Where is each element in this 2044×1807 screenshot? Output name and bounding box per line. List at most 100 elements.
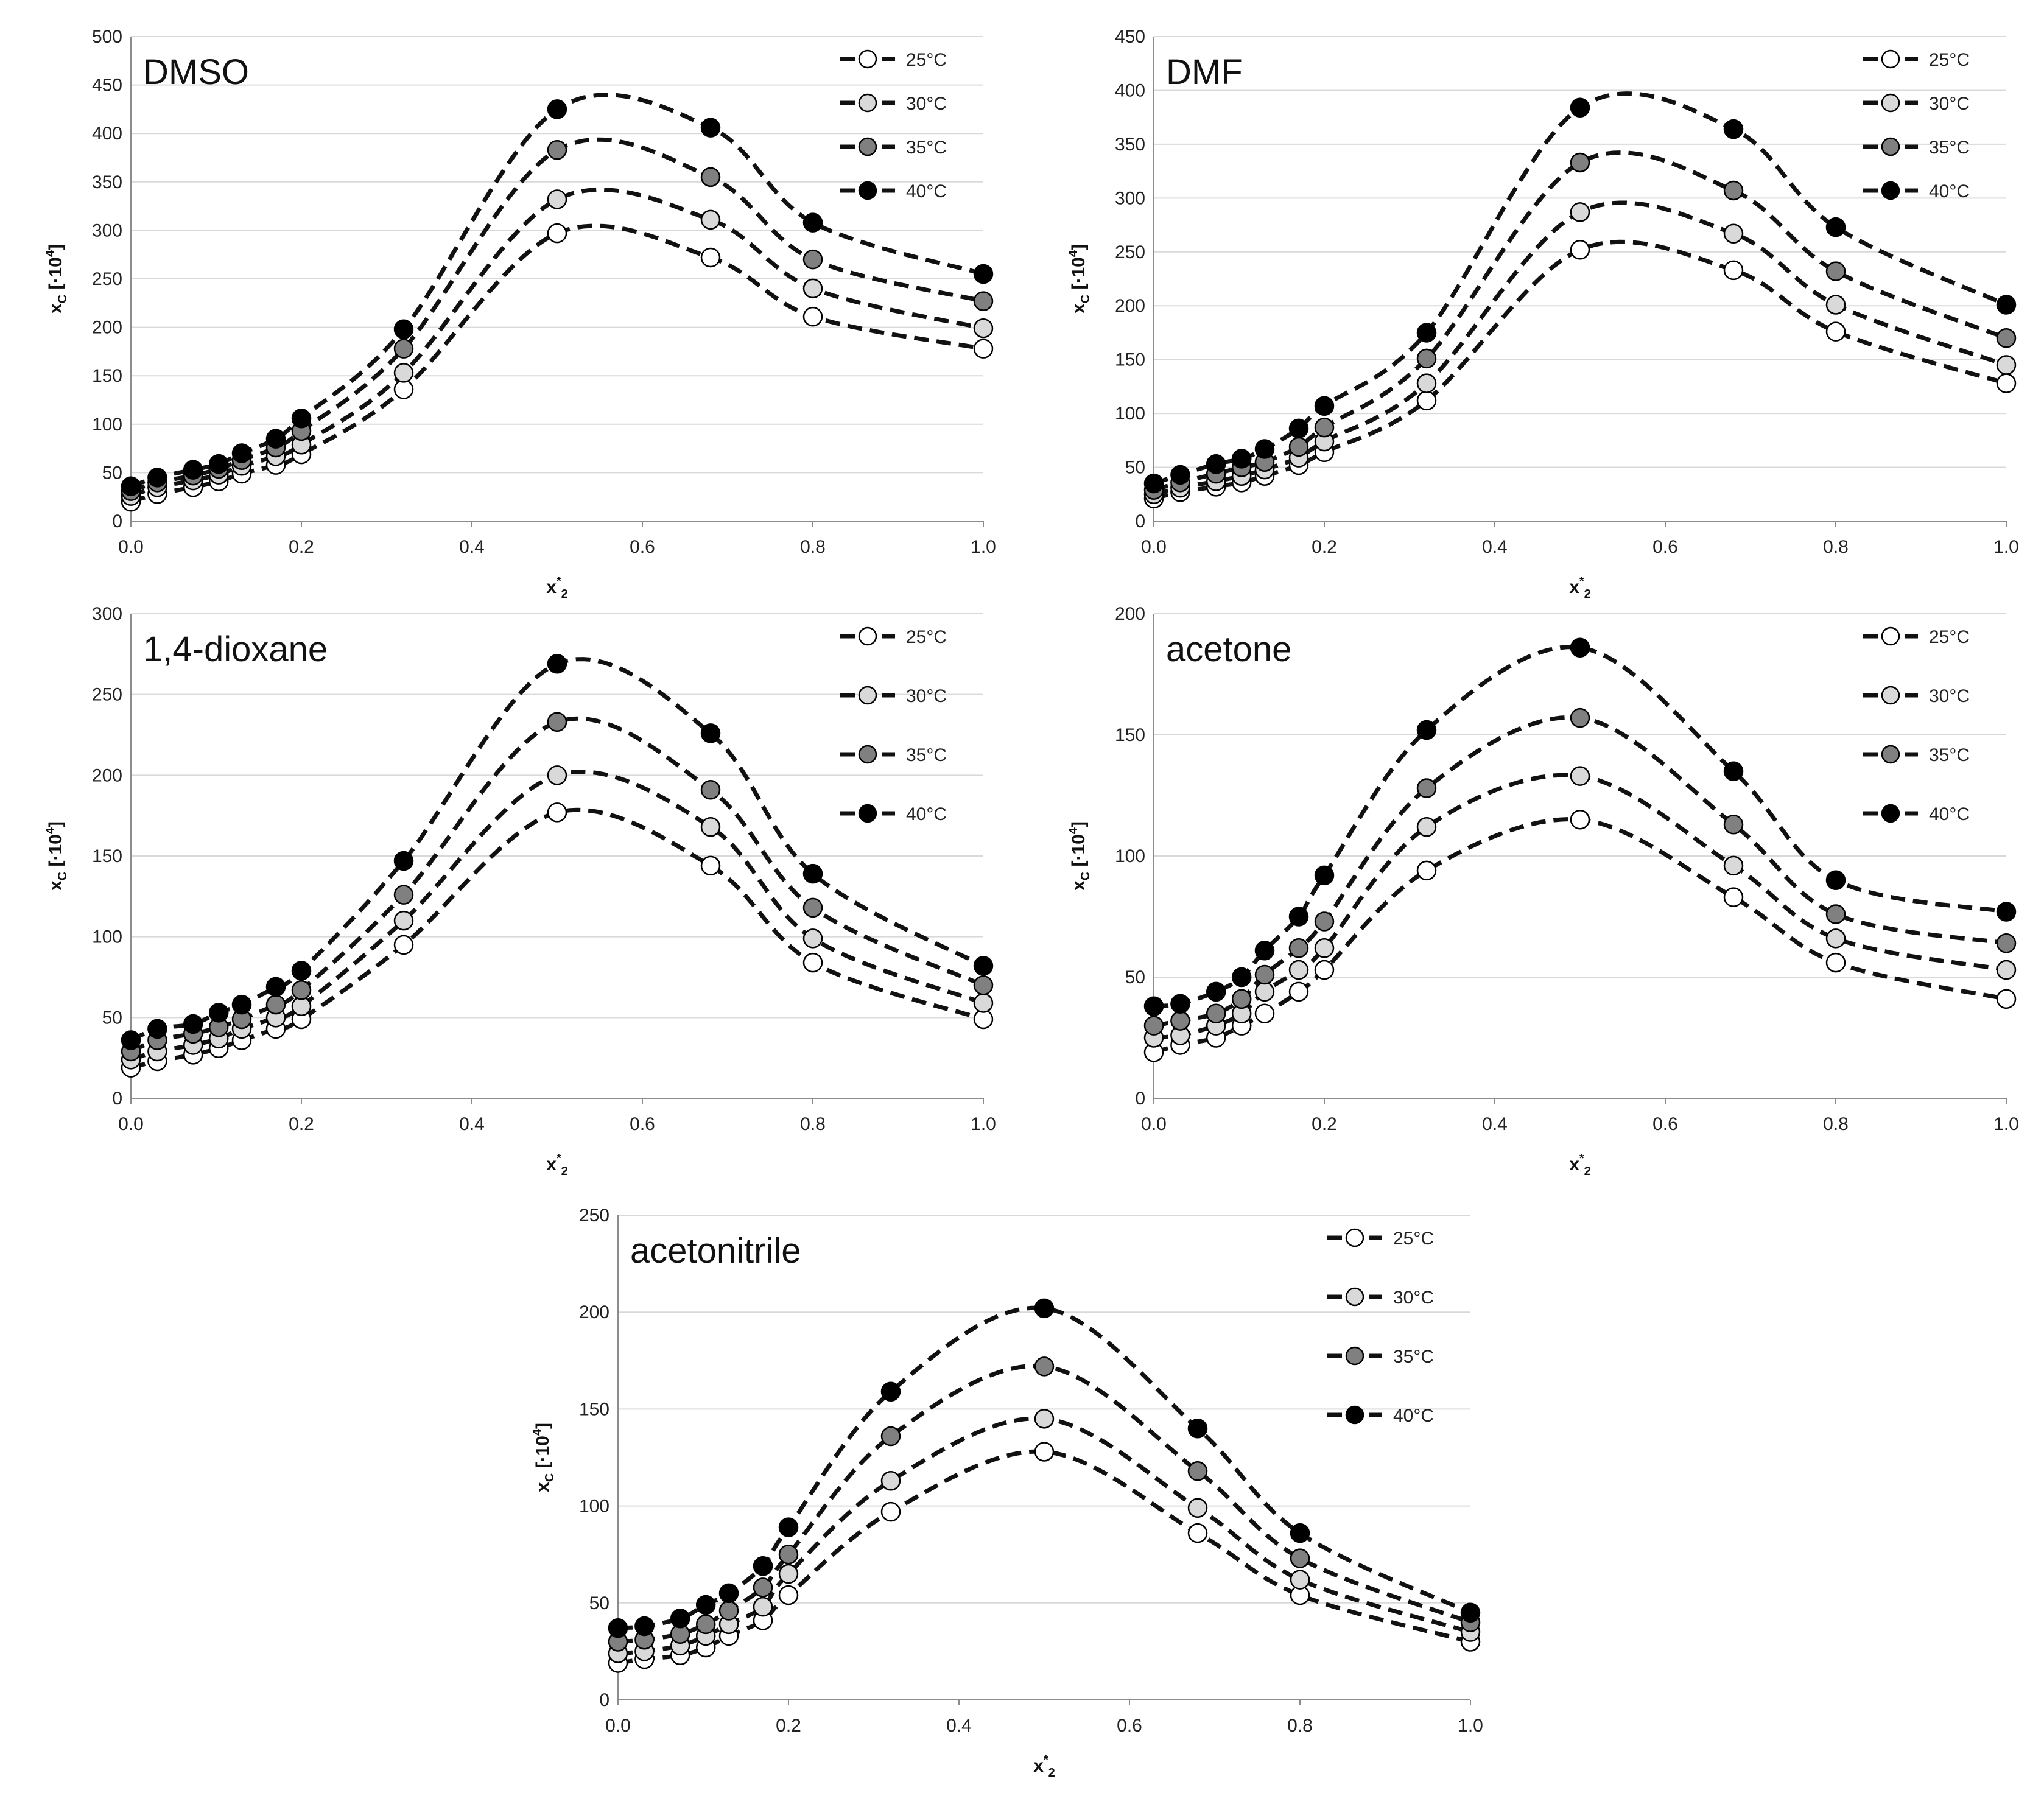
- data-point: [183, 1014, 203, 1034]
- data-point: [1996, 373, 2017, 393]
- data-point: [718, 1601, 739, 1621]
- data-point: [1187, 1461, 1208, 1481]
- y-tick-label: 100: [92, 927, 122, 947]
- chart-panel-2: 0 50 100 150 200 250 300 350 400 450 0.0 0.2 0.4 0.6 0…: [1067, 27, 2019, 601]
- data-point: [208, 454, 229, 474]
- legend-label: 30°C: [1929, 94, 1970, 114]
- data-point: [802, 306, 823, 327]
- legend-marker: [858, 686, 877, 705]
- data-point: [1314, 911, 1335, 932]
- data-point: [1143, 996, 1164, 1017]
- data-point: [1254, 981, 1275, 1002]
- x-axis-label: x*2: [546, 575, 568, 601]
- data-point: [121, 476, 141, 496]
- legend-label: 25°C: [1393, 1229, 1434, 1249]
- panel-title: 1,4-dioxane: [143, 630, 328, 669]
- data-point: [1034, 1356, 1055, 1377]
- legend-marker: [1881, 93, 1900, 113]
- x-tick-label: 0.6: [1652, 537, 1678, 557]
- legend-item: 35°C: [1327, 1346, 1434, 1367]
- data-point: [1825, 904, 1846, 924]
- data-point: [1416, 323, 1437, 343]
- data-point: [1314, 938, 1335, 958]
- x-tick-label: 0.4: [459, 1114, 485, 1134]
- legend-marker: [858, 137, 877, 156]
- legend-item: 40°C: [1327, 1405, 1434, 1426]
- legend-label: 30°C: [906, 94, 947, 114]
- legend-item: 30°C: [1863, 93, 1970, 114]
- y-tick-label: 200: [579, 1302, 609, 1322]
- x-axis-label: x*2: [1569, 575, 1591, 601]
- data-point: [1170, 1011, 1190, 1031]
- x-tick-label: 1.0: [971, 1114, 996, 1134]
- data-point: [973, 975, 994, 995]
- legend-item: 30°C: [1327, 1287, 1434, 1308]
- data-point: [700, 247, 721, 268]
- data-point: [265, 994, 286, 1015]
- data-point: [718, 1583, 739, 1604]
- data-point: [1170, 465, 1190, 485]
- fit-curve-35°C: [617, 1364, 1472, 1644]
- legend-item: 40°C: [840, 804, 947, 824]
- legend: 25°C 30°C 35°C 40°C: [840, 49, 947, 202]
- y-tick-label: 350: [92, 172, 122, 192]
- data-point: [1170, 994, 1190, 1014]
- data-point: [1996, 902, 2017, 922]
- x-tick-label: 0.0: [1141, 537, 1167, 557]
- legend-marker: [1881, 686, 1900, 705]
- data-point: [1416, 373, 1437, 393]
- y-tick-label: 300: [1115, 188, 1145, 208]
- x-tick-label: 0.8: [800, 1114, 826, 1134]
- y-axis-label: xC [·104]: [1067, 821, 1092, 891]
- y-tick-label: 400: [92, 124, 122, 144]
- data-point: [1570, 97, 1590, 118]
- data-point: [700, 167, 721, 188]
- legend-marker: [1345, 1287, 1364, 1307]
- legend-item: 25°C: [1863, 626, 1970, 647]
- data-point: [547, 654, 567, 674]
- panel-title: acetonitrile: [630, 1231, 801, 1271]
- data-point: [547, 223, 567, 244]
- data-point: [1288, 418, 1309, 439]
- data-point: [778, 1585, 799, 1605]
- y-tick-label: 500: [92, 27, 122, 47]
- legend-label: 40°C: [906, 804, 947, 824]
- x-tick-label: 1.0: [1993, 537, 2019, 557]
- x-tick-label: 0.4: [459, 537, 485, 557]
- legend-item: 30°C: [840, 686, 947, 706]
- x-tick-label: 1.0: [971, 537, 996, 557]
- data-point: [1570, 766, 1590, 786]
- data-point: [700, 723, 721, 743]
- panel-title: DMF: [1166, 52, 1243, 92]
- data-point: [393, 885, 414, 905]
- data-point: [1723, 887, 1744, 907]
- data-point: [1314, 960, 1335, 980]
- data-point: [1723, 180, 1744, 201]
- y-tick-label: 250: [1115, 242, 1145, 262]
- y-tick-label: 0: [599, 1690, 609, 1710]
- x-tick-label: 0.6: [630, 1114, 655, 1134]
- legend-item: 35°C: [1863, 137, 1970, 158]
- data-point: [1314, 865, 1335, 886]
- y-tick-label: 300: [92, 604, 122, 624]
- y-tick-label: 200: [1115, 604, 1145, 624]
- data-point: [547, 802, 567, 823]
- y-tick-label: 250: [579, 1205, 609, 1226]
- data-point: [1996, 960, 2017, 980]
- x-tick-label: 0.6: [1117, 1716, 1142, 1736]
- chart-panel-4: 0 50 100 150 200 0.0 0.2 0.4 0.6 0.8 1.0 xC [·104] x…: [1067, 604, 2019, 1178]
- data-point: [121, 1030, 141, 1050]
- legend-label: 40°C: [1393, 1406, 1434, 1426]
- y-tick-label: 200: [92, 765, 122, 785]
- fit-curve-40°C: [617, 1305, 1472, 1630]
- data-point: [291, 980, 312, 1000]
- legend-label: 25°C: [1929, 50, 1970, 70]
- legend-marker: [858, 804, 877, 823]
- data-point: [1290, 1523, 1310, 1543]
- legend-label: 30°C: [906, 686, 947, 706]
- y-tick-label: 50: [1125, 458, 1145, 478]
- data-point: [1996, 933, 2017, 953]
- data-point: [1416, 390, 1437, 411]
- data-point: [147, 468, 167, 488]
- data-point: [778, 1563, 799, 1584]
